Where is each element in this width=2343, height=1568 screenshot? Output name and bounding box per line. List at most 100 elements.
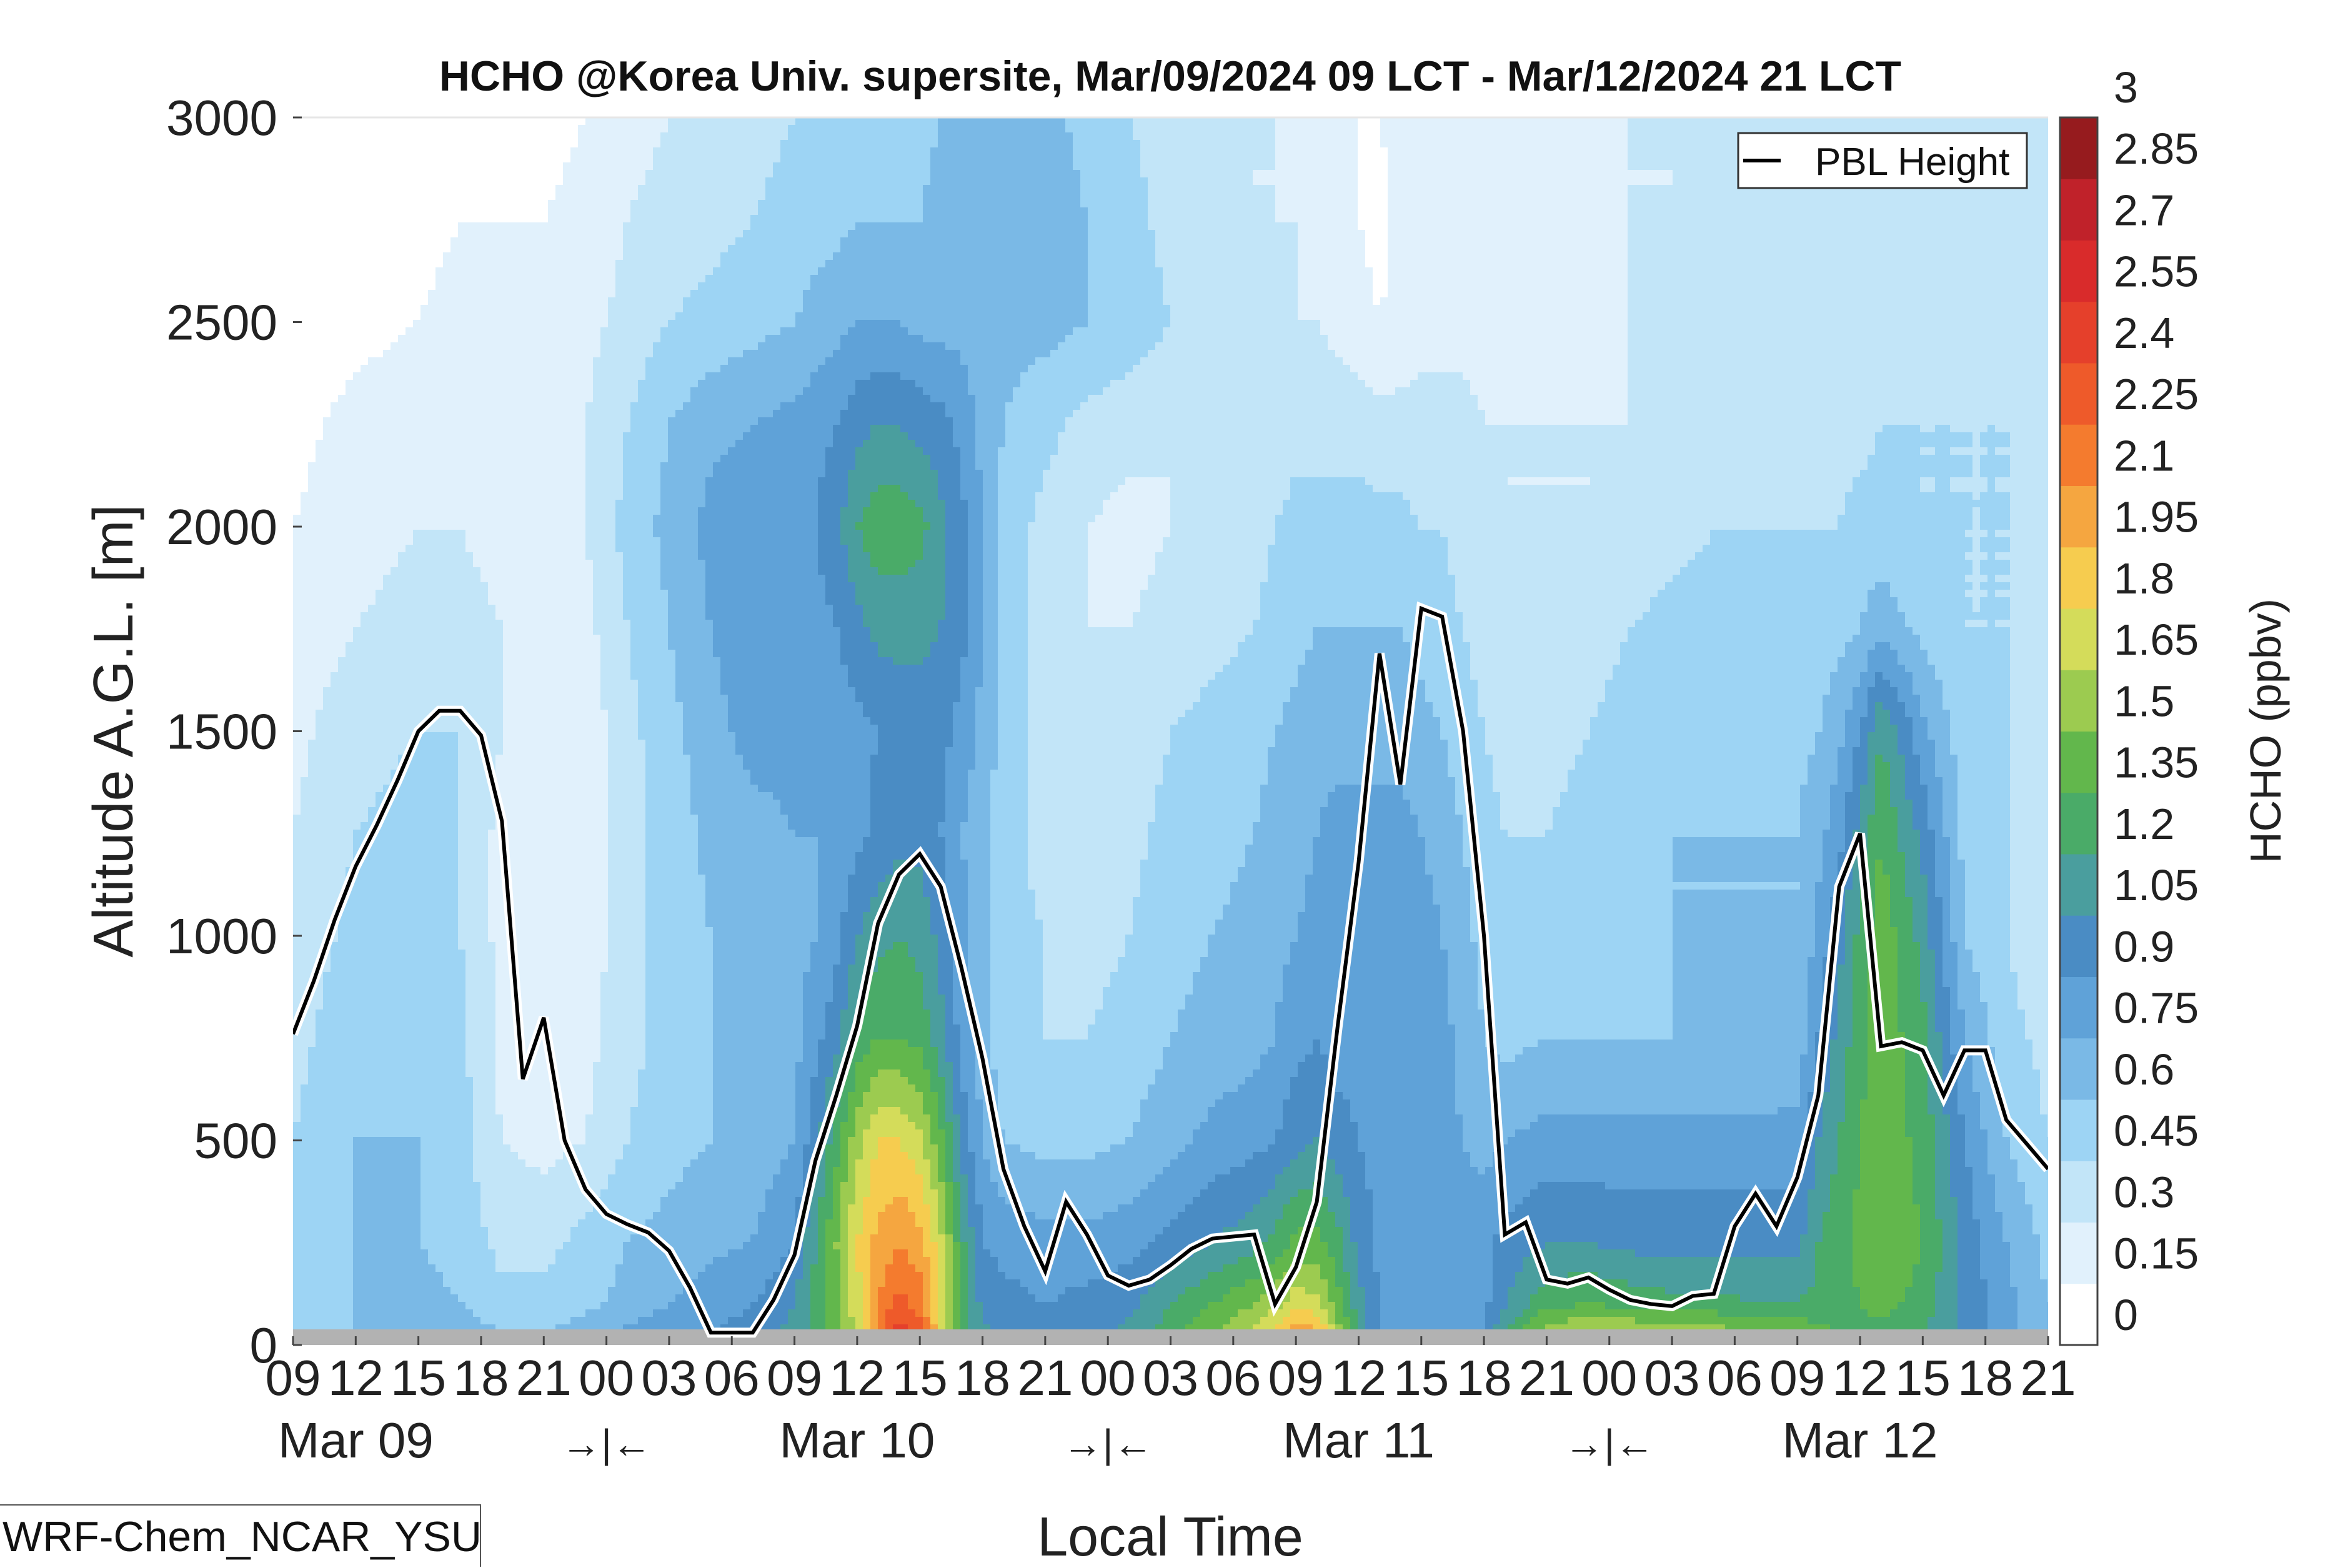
heatmap-cell bbox=[1718, 200, 1726, 208]
heatmap-cell bbox=[301, 147, 309, 156]
heatmap-cell bbox=[1470, 155, 1478, 163]
heatmap-cell bbox=[1643, 132, 1651, 141]
heatmap-cell bbox=[930, 162, 938, 171]
heatmap-cell bbox=[1080, 170, 1088, 178]
heatmap-cell bbox=[1080, 215, 1088, 223]
heatmap-cell bbox=[638, 170, 646, 178]
heatmap-cell bbox=[495, 215, 504, 223]
heatmap-cell bbox=[1425, 252, 1433, 261]
heatmap-cell bbox=[1058, 177, 1066, 186]
heatmap-cell bbox=[1485, 117, 1493, 126]
heatmap-cell bbox=[1433, 260, 1441, 268]
heatmap-cell bbox=[833, 215, 841, 223]
heatmap-cell bbox=[1972, 230, 1981, 238]
heatmap-cell bbox=[1395, 207, 1403, 216]
heatmap-cell bbox=[720, 162, 729, 171]
heatmap-cell bbox=[1920, 252, 1928, 261]
heatmap-cell bbox=[878, 230, 886, 238]
heatmap-cell bbox=[1298, 252, 1306, 261]
heatmap-cell bbox=[1110, 237, 1118, 246]
heatmap-cell bbox=[750, 230, 759, 238]
heatmap-cell bbox=[1193, 192, 1201, 201]
heatmap-cell bbox=[1103, 147, 1111, 156]
heatmap-cell bbox=[323, 177, 331, 186]
heatmap-cell bbox=[840, 245, 848, 253]
heatmap-cell bbox=[1965, 207, 1973, 216]
heatmap-cell bbox=[1778, 230, 1786, 238]
heatmap-cell bbox=[1035, 200, 1043, 208]
heatmap-cell bbox=[653, 177, 661, 186]
heatmap-cell bbox=[810, 125, 818, 133]
heatmap-cell bbox=[1957, 117, 1966, 126]
heatmap-cell bbox=[1545, 140, 1553, 148]
heatmap-cell bbox=[848, 155, 856, 163]
heatmap-cell bbox=[1598, 215, 1606, 223]
heatmap-cell bbox=[728, 237, 736, 246]
heatmap-cell bbox=[1883, 237, 1891, 246]
heatmap-cell bbox=[1043, 125, 1051, 133]
heatmap-cell bbox=[563, 177, 571, 186]
heatmap-cell bbox=[630, 155, 639, 163]
heatmap-cell bbox=[885, 125, 893, 133]
heatmap-cell bbox=[1110, 125, 1118, 133]
heatmap-cell bbox=[1635, 177, 1643, 186]
heatmap-cell bbox=[1838, 200, 1846, 208]
heatmap-cell bbox=[1485, 147, 1493, 156]
heatmap-cell bbox=[915, 125, 923, 133]
heatmap-cell bbox=[1890, 245, 1898, 253]
heatmap-cell bbox=[495, 185, 504, 193]
heatmap-cell bbox=[338, 245, 346, 253]
heatmap-cell bbox=[1425, 215, 1433, 223]
heatmap-cell bbox=[301, 252, 309, 261]
heatmap-cell bbox=[1793, 252, 1801, 261]
heatmap-cell bbox=[1005, 185, 1013, 193]
heatmap-cell bbox=[398, 230, 406, 238]
heatmap-cell bbox=[1163, 125, 1171, 133]
heatmap-cell bbox=[1298, 260, 1306, 268]
heatmap-cell bbox=[1658, 125, 1666, 133]
heatmap-cell bbox=[1620, 245, 1628, 253]
heatmap-cell bbox=[1853, 125, 1861, 133]
heatmap-cell bbox=[1530, 185, 1538, 193]
heatmap-cell bbox=[1125, 215, 1133, 223]
heatmap-cell bbox=[1838, 207, 1846, 216]
heatmap-cell bbox=[593, 260, 601, 268]
heatmap-cell bbox=[1013, 162, 1021, 171]
heatmap-cell bbox=[376, 177, 384, 186]
heatmap-cell bbox=[825, 117, 833, 126]
heatmap-cell bbox=[413, 267, 421, 275]
heatmap-cell bbox=[1245, 192, 1253, 201]
heatmap-cell bbox=[1538, 267, 1546, 275]
heatmap-cell bbox=[1463, 200, 1471, 208]
heatmap-cell bbox=[1575, 215, 1583, 223]
heatmap-cell bbox=[1905, 200, 1913, 208]
heatmap-cell bbox=[698, 140, 706, 148]
heatmap-cell bbox=[458, 207, 466, 216]
heatmap-cell bbox=[1613, 170, 1621, 178]
heatmap-cell bbox=[1065, 245, 1073, 253]
heatmap-cell bbox=[1133, 237, 1141, 246]
heatmap-cell bbox=[1478, 132, 1486, 141]
heatmap-cell bbox=[1913, 215, 1921, 223]
heatmap-cell bbox=[960, 200, 968, 208]
heatmap-cell bbox=[1455, 215, 1463, 223]
heatmap-cell bbox=[893, 192, 901, 201]
heatmap-cell bbox=[548, 170, 556, 178]
heatmap-cell bbox=[443, 237, 451, 246]
heatmap-cell bbox=[1815, 252, 1823, 261]
heatmap-cell bbox=[1200, 215, 1208, 223]
heatmap-cell bbox=[908, 170, 916, 178]
heatmap-cell bbox=[1755, 252, 1763, 261]
heatmap-cell bbox=[1125, 230, 1133, 238]
heatmap-cell bbox=[713, 117, 721, 126]
heatmap-cell bbox=[1388, 252, 1396, 261]
heatmap-cell bbox=[1118, 132, 1126, 141]
heatmap-cell bbox=[1620, 260, 1628, 268]
heatmap-cell bbox=[698, 162, 706, 171]
heatmap-cell bbox=[1928, 222, 1936, 231]
heatmap-cell bbox=[1050, 147, 1058, 156]
heatmap-cell bbox=[1208, 267, 1216, 275]
heatmap-cell bbox=[840, 267, 848, 275]
heatmap-cell bbox=[1523, 237, 1531, 246]
heatmap-cell bbox=[2047, 117, 2056, 126]
